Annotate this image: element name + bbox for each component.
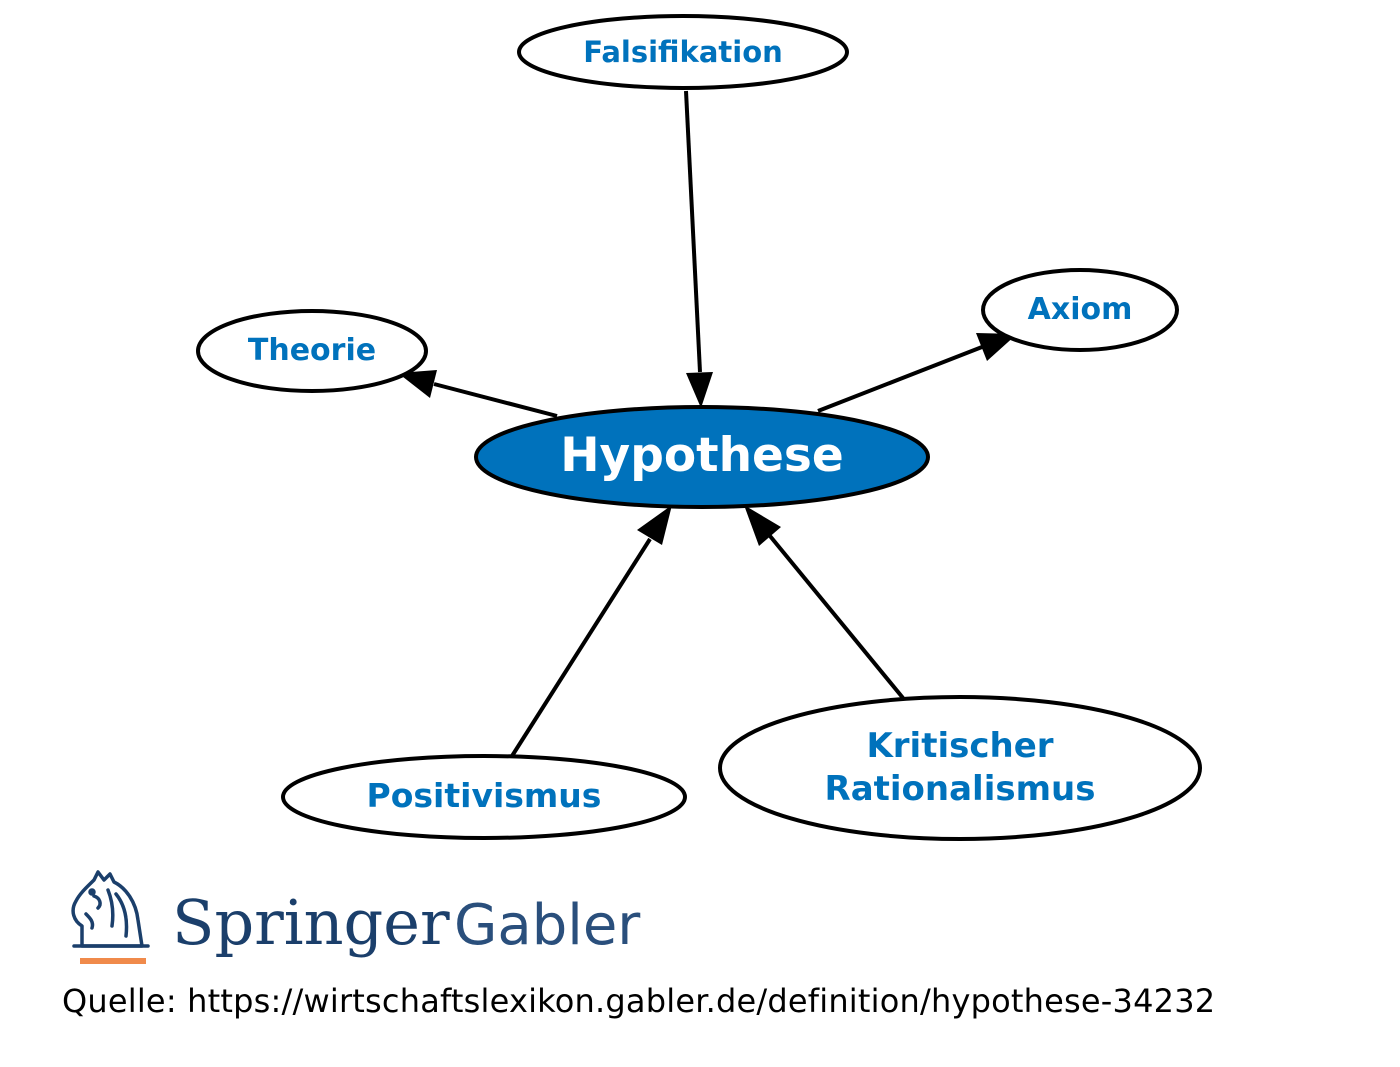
node-theorie-shape xyxy=(196,309,428,393)
node-theorie: Theorie xyxy=(196,309,428,393)
node-kritischer-rationalismus: Kritischer Rationalismus xyxy=(718,695,1202,841)
arrowhead-hypothese-right-bottom xyxy=(744,505,781,546)
source-citation: Quelle: https://wirtschaftslexikon.gable… xyxy=(62,982,1216,1020)
node-falsifikation: Falsifikation xyxy=(517,14,849,90)
arrowhead-hypothese-top xyxy=(686,372,713,408)
arrowhead-theorie xyxy=(398,370,437,398)
knight-horse-icon xyxy=(71,870,150,948)
node-axiom-label: Axiom xyxy=(1028,292,1133,327)
edges xyxy=(433,90,983,758)
node-kritischer-rationalismus-shape xyxy=(718,695,1202,841)
node-hypothese-label: Hypothese xyxy=(560,428,844,483)
edge-hypothese-to-theorie xyxy=(433,382,558,418)
node-axiom: Axiom xyxy=(981,268,1179,352)
node-falsifikation-shape xyxy=(517,14,849,90)
logo-brand-text: Springer xyxy=(172,886,450,959)
node-positivismus-label: Positivismus xyxy=(367,776,602,815)
arrowheads xyxy=(398,333,1017,546)
logo-sub-text: Gabler xyxy=(454,893,641,958)
node-theorie-label: Theorie xyxy=(248,333,376,368)
logo-underline xyxy=(80,958,146,964)
arrowhead-axiom xyxy=(976,333,1017,361)
node-axiom-shape xyxy=(981,268,1179,352)
node-kritischer-rationalismus-label-line2: Rationalismus xyxy=(825,769,1096,809)
springer-gabler-logo: Springer Gabler xyxy=(71,870,641,964)
node-positivismus-shape xyxy=(281,754,687,840)
edge-positivismus-to-hypothese xyxy=(510,537,652,758)
arrowhead-hypothese-left-bottom xyxy=(637,505,672,545)
edge-falsifikation-to-hypothese xyxy=(684,90,702,373)
node-falsifikation-label: Falsifikation xyxy=(583,35,783,69)
node-positivismus: Positivismus xyxy=(281,754,687,840)
concept-map: Falsifikation Theorie Axiom Hypothese Po… xyxy=(196,14,1202,841)
edge-hypothese-to-axiom xyxy=(817,345,983,413)
edge-kritischer-to-hypothese xyxy=(768,534,905,700)
node-kritischer-rationalismus-label-line1: Kritischer xyxy=(866,726,1053,766)
node-hypothese-shape xyxy=(474,405,930,509)
node-hypothese: Hypothese xyxy=(474,405,930,509)
